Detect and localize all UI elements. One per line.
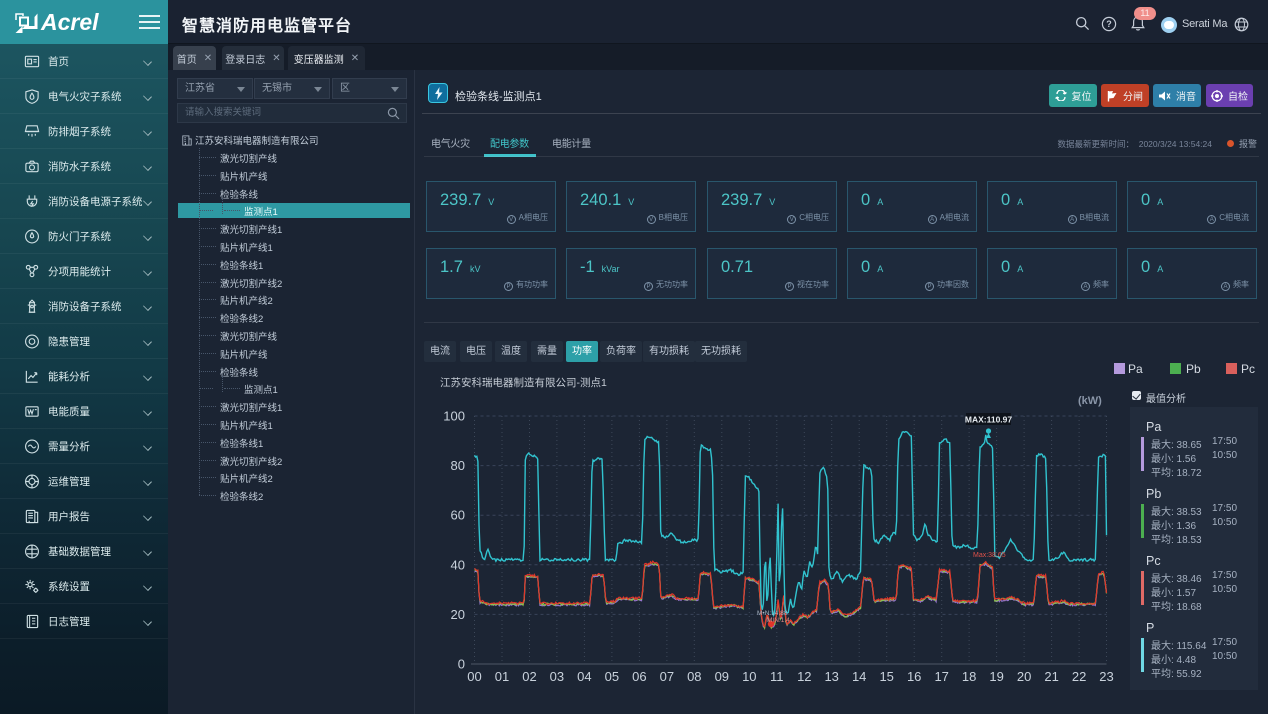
svg-text:03: 03 (550, 669, 564, 684)
svg-text:13: 13 (824, 669, 838, 684)
svg-text:01: 01 (495, 669, 509, 684)
svg-text:23: 23 (1099, 669, 1113, 684)
svg-text:?: ? (1106, 19, 1112, 29)
svg-text:40: 40 (451, 557, 465, 572)
svg-text:M•N:14.88: M•N:14.88 (757, 610, 788, 617)
svg-text:20: 20 (451, 607, 465, 622)
svg-text:05: 05 (605, 669, 619, 684)
svg-text:06: 06 (632, 669, 646, 684)
svg-text:MIN:1.4: MIN:1.4 (767, 617, 790, 624)
svg-text:07: 07 (660, 669, 674, 684)
svg-text:16: 16 (907, 669, 921, 684)
svg-text:60: 60 (451, 508, 465, 523)
svg-text:09: 09 (715, 669, 729, 684)
svg-text:22: 22 (1072, 669, 1086, 684)
svg-text:0: 0 (458, 657, 465, 672)
svg-text:100: 100 (443, 409, 465, 424)
svg-text:Max:38.65: Max:38.65 (973, 552, 1006, 559)
svg-text:10: 10 (742, 669, 756, 684)
svg-text:11: 11 (770, 669, 784, 684)
svg-text:08: 08 (687, 669, 701, 684)
svg-text:18: 18 (962, 669, 976, 684)
svg-text:80: 80 (451, 458, 465, 473)
svg-text:12: 12 (797, 669, 811, 684)
svg-text:15: 15 (879, 669, 893, 684)
svg-text:14: 14 (852, 669, 866, 684)
svg-text:04: 04 (577, 669, 591, 684)
svg-text:17: 17 (934, 669, 948, 684)
svg-text:21: 21 (1044, 669, 1058, 684)
svg-text:19: 19 (989, 669, 1003, 684)
svg-text:00: 00 (467, 669, 481, 684)
svg-text:02: 02 (522, 669, 536, 684)
svg-text:20: 20 (1017, 669, 1031, 684)
svg-text:MAX:110.97: MAX:110.97 (965, 415, 1013, 425)
